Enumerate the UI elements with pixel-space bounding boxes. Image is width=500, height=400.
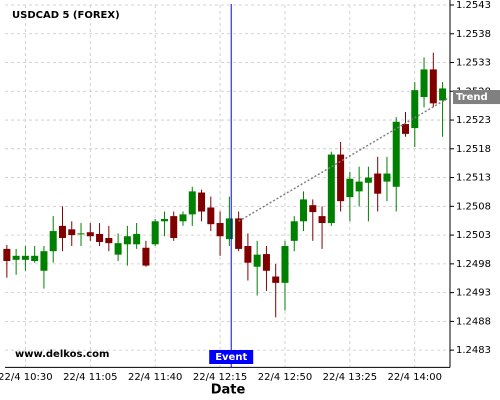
candle-body	[374, 173, 382, 194]
candle-body	[262, 254, 270, 271]
candle-body	[114, 243, 122, 255]
event-label-box	[209, 350, 254, 364]
candle-body	[383, 173, 391, 182]
candle-body	[272, 276, 280, 283]
chart-title: USDCAD 5 (FOREX)	[12, 10, 120, 21]
x-tick-label: 22/4 13:25	[323, 372, 377, 383]
y-tick-label: 1.2513	[456, 173, 491, 184]
y-tick-label: 1.2503	[456, 230, 491, 241]
candle-body	[300, 199, 308, 222]
x-tick-label: 22/4 11:40	[128, 372, 182, 383]
y-tick-label: 1.2508	[456, 201, 491, 212]
candle-body	[253, 254, 261, 267]
candle-body	[105, 237, 113, 244]
candle-body	[337, 154, 345, 202]
candle-body	[216, 223, 224, 237]
candle-body	[318, 216, 326, 224]
candle-body	[439, 88, 447, 101]
candle-body	[207, 207, 215, 225]
y-tick-label: 1.2483	[456, 345, 491, 356]
trend-line	[238, 96, 451, 222]
candle-body	[86, 232, 94, 237]
candle-body	[355, 181, 363, 192]
x-tick-label: 22/4 14:00	[388, 372, 442, 383]
candle-body	[402, 124, 409, 134]
candle-body	[281, 246, 289, 283]
y-tick-label: 1.2488	[456, 316, 491, 327]
candle-body	[133, 233, 141, 245]
y-tick-label: 1.2518	[456, 144, 491, 155]
y-tick-label: 1.2498	[456, 259, 491, 270]
labels: 1.2483 1.2488 1.2493 1.2498 1.2503 1.2508 1.25…	[0, 0, 500, 383]
candle-body	[290, 221, 298, 241]
candle-body	[392, 121, 400, 187]
candle-body	[40, 251, 48, 271]
candle-body	[3, 248, 11, 261]
candle-body	[123, 236, 131, 245]
candle-body	[68, 229, 76, 236]
y-tick-label: 1.2543	[456, 0, 491, 11]
candle-body	[58, 225, 66, 238]
candle-body	[170, 216, 178, 238]
trend-label-box	[453, 90, 500, 105]
candle-body	[49, 231, 57, 252]
candle-body	[346, 178, 354, 198]
x-tick-label: 22/4 10:30	[0, 372, 53, 383]
candle-body	[244, 246, 252, 263]
candle-body	[420, 69, 428, 98]
x-axis-title: Date	[211, 383, 246, 398]
y-tick-label: 1.2493	[456, 288, 491, 299]
candle-body	[235, 218, 243, 249]
candle-body	[411, 90, 419, 129]
candle-body	[225, 218, 233, 240]
candle-body	[327, 154, 335, 224]
grid	[5, 0, 454, 368]
y-tick-label: 1.2533	[456, 58, 491, 69]
watermark: www.delkos.com	[15, 349, 109, 360]
candle-body	[31, 255, 39, 261]
candle-body	[151, 221, 159, 245]
candle-body	[309, 205, 317, 213]
x-tick-label: 22/4 11:05	[63, 372, 117, 383]
candle-body	[96, 233, 104, 242]
marks	[3, 4, 451, 368]
y-tick-label: 1.2538	[456, 29, 491, 40]
event-label: Event	[215, 352, 247, 363]
candle-body	[198, 192, 206, 212]
candle-body	[364, 177, 372, 183]
candle-body	[179, 214, 187, 222]
candle-body	[12, 255, 20, 260]
candle-body	[21, 255, 29, 260]
candle-body	[77, 233, 85, 235]
trend-label: Trend	[456, 92, 488, 103]
candle-body	[142, 247, 150, 266]
y-tick-label: 1.2523	[456, 115, 491, 126]
x-tick-label: 22/4 12:50	[258, 372, 312, 383]
candle-body	[429, 69, 437, 104]
candle-body	[188, 191, 196, 215]
x-tick-label: 22/4 12:15	[193, 372, 247, 383]
candle-body	[160, 218, 168, 222]
